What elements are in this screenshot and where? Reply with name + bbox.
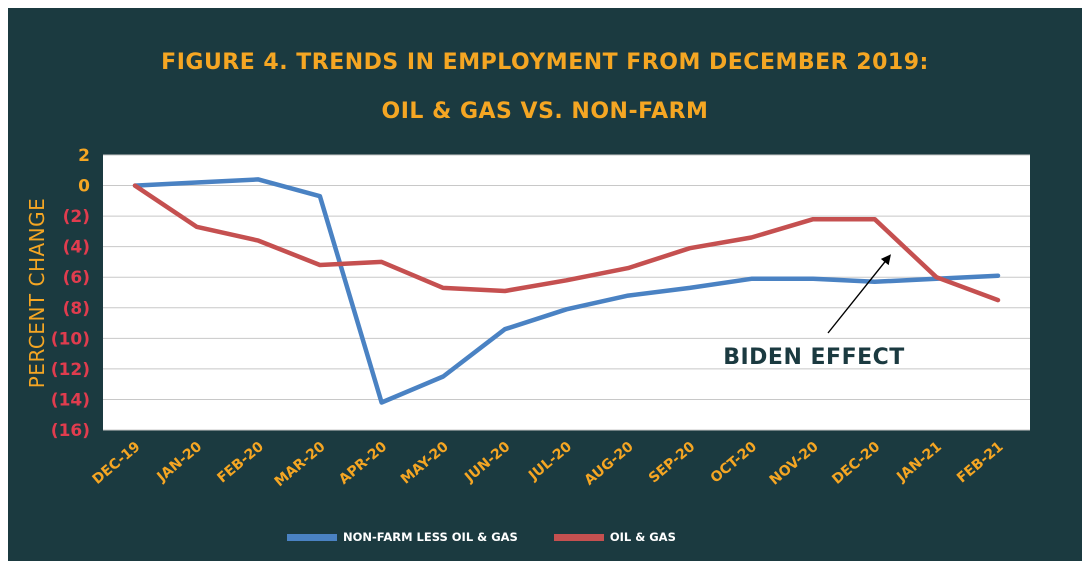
annotation-label: BIDEN EFFECT xyxy=(723,345,905,370)
legend-item-1: NON-FARM LESS OIL & GAS xyxy=(287,530,518,544)
y-tick-label: (8) xyxy=(63,299,90,319)
legend-swatch xyxy=(287,533,337,541)
x-tick-label: OCT-20 xyxy=(708,439,761,487)
legend-label: NON-FARM LESS OIL & GAS xyxy=(343,530,518,544)
series-line-2 xyxy=(132,183,1001,303)
y-tick-label: (2) xyxy=(63,207,90,227)
x-tick-label: APR-20 xyxy=(336,439,390,488)
x-tick-label: DEC-20 xyxy=(829,439,883,488)
x-tick-label: FEB-21 xyxy=(954,439,1006,487)
y-tick-label: (4) xyxy=(63,238,90,258)
y-tick-label: (6) xyxy=(63,268,90,288)
plot-area xyxy=(103,154,1030,431)
x-tick-label: FEB-20 xyxy=(214,439,267,487)
x-tick-label: DEC-19 xyxy=(90,439,144,488)
legend-swatch xyxy=(553,533,604,541)
legend-label: OIL & GAS xyxy=(609,530,676,544)
chart-title: FIGURE 4. TRENDS IN EMPLOYMENT FROM DECE… xyxy=(161,50,929,75)
x-tick-label: SEP-20 xyxy=(646,439,699,487)
x-tick-label: MAR-20 xyxy=(272,439,329,491)
annotation-arrow xyxy=(827,254,891,334)
x-tick-label: JUN-20 xyxy=(461,439,513,487)
y-tick-label: (10) xyxy=(51,329,90,349)
x-tick-label: MAY-20 xyxy=(398,439,452,488)
x-tick-label: AUG-20 xyxy=(582,439,637,489)
y-tick-label: (12) xyxy=(51,360,90,380)
legend: NON-FARM LESS OIL & GAS OIL & GAS xyxy=(287,528,712,546)
legend-item-2: OIL & GAS xyxy=(553,530,676,544)
plot-background xyxy=(103,155,1030,430)
x-tick-label: JUL-20 xyxy=(525,439,575,485)
y-tick-label: (14) xyxy=(51,390,90,410)
x-tick-label: JAN-20 xyxy=(154,439,206,486)
chart-subtitle: OIL & GAS VS. NON-FARM xyxy=(381,99,709,124)
series-line-1 xyxy=(132,177,1001,405)
x-tick-label: NOV-20 xyxy=(767,439,822,489)
y-tick-label: (16) xyxy=(51,421,90,441)
x-tick-label: JAN-21 xyxy=(893,439,945,486)
y-tick-label: 0 xyxy=(78,177,90,197)
y-tick-label: 2 xyxy=(78,146,90,166)
